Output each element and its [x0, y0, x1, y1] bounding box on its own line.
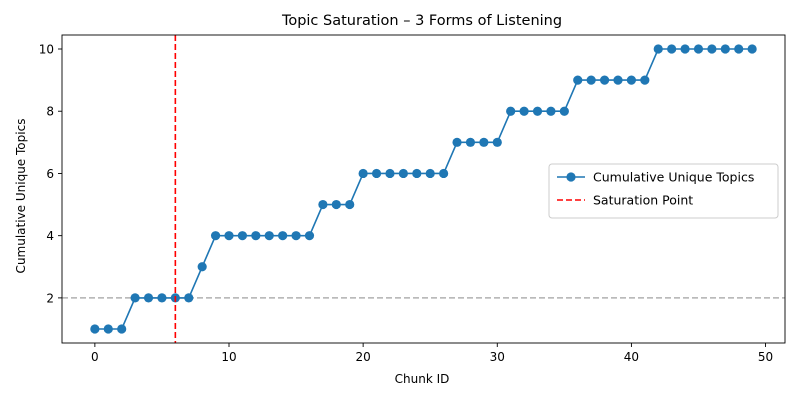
data-point [224, 231, 234, 241]
legend: Cumulative Unique Topics Saturation Point [548, 163, 779, 219]
chart-title: Topic Saturation – 3 Forms of Listening [281, 13, 562, 29]
data-point [398, 168, 408, 179]
x-tick-label: 30 [490, 350, 505, 364]
data-point [304, 231, 315, 241]
data-point [573, 75, 583, 85]
y-axis-label: Cumulative Unique Topics [14, 119, 28, 274]
data-point [184, 293, 194, 303]
data-point [278, 231, 288, 241]
data-point [103, 324, 113, 334]
data-point [747, 44, 757, 54]
legend-swatch-marker [566, 172, 576, 182]
data-point [345, 199, 355, 210]
x-tick-label: 40 [624, 350, 639, 364]
x-tick-label: 20 [355, 350, 370, 364]
data-point [693, 44, 704, 54]
legend-box [548, 163, 779, 219]
x-tick-label: 50 [758, 350, 773, 364]
data-point [613, 75, 623, 85]
data-point [90, 324, 100, 334]
data-point [117, 324, 127, 334]
data-point [291, 231, 301, 241]
legend-label: Saturation Point [593, 193, 693, 208]
data-point [599, 75, 610, 85]
data-point [157, 293, 167, 303]
data-point [371, 168, 382, 179]
data-point [264, 231, 274, 241]
y-tick-label: 4 [46, 229, 54, 243]
data-point [130, 293, 140, 303]
data-point [412, 168, 422, 179]
data-point [439, 168, 449, 179]
data-point [452, 137, 462, 147]
data-point [210, 231, 221, 241]
data-point [680, 44, 690, 54]
data-point [237, 231, 248, 241]
data-point [532, 106, 543, 116]
data-point [586, 75, 596, 85]
x-tick-label: 10 [221, 350, 236, 364]
data-point [734, 44, 744, 54]
y-tick-label: 2 [46, 291, 54, 305]
x-axis-label: Chunk ID [395, 372, 450, 386]
y-tick-label: 10 [39, 43, 54, 57]
data-point [546, 106, 556, 116]
data-point [385, 168, 395, 179]
data-point [479, 137, 489, 147]
plot-area: 0 10 20 30 40 50 2 4 6 8 10 [39, 34, 786, 364]
x-tick-label: 0 [91, 350, 99, 364]
data-point [519, 106, 529, 116]
y-tick-label: 6 [46, 167, 54, 181]
data-point [465, 137, 476, 147]
data-point [143, 293, 154, 303]
axes-frame [61, 34, 786, 344]
data-point [506, 106, 516, 116]
data-point [358, 168, 368, 179]
data-point [331, 199, 341, 210]
data-point [559, 106, 569, 116]
data-point [626, 75, 637, 85]
data-point [492, 137, 502, 147]
data-point [318, 199, 328, 210]
data-point [720, 44, 730, 54]
data-point [707, 44, 717, 54]
data-point [667, 44, 677, 54]
y-tick-label: 8 [46, 105, 54, 119]
legend-label: Cumulative Unique Topics [593, 170, 754, 185]
data-point [251, 231, 261, 241]
data-point [425, 168, 435, 179]
data-point [197, 262, 207, 272]
data-point [640, 75, 650, 85]
data-point [653, 44, 663, 54]
